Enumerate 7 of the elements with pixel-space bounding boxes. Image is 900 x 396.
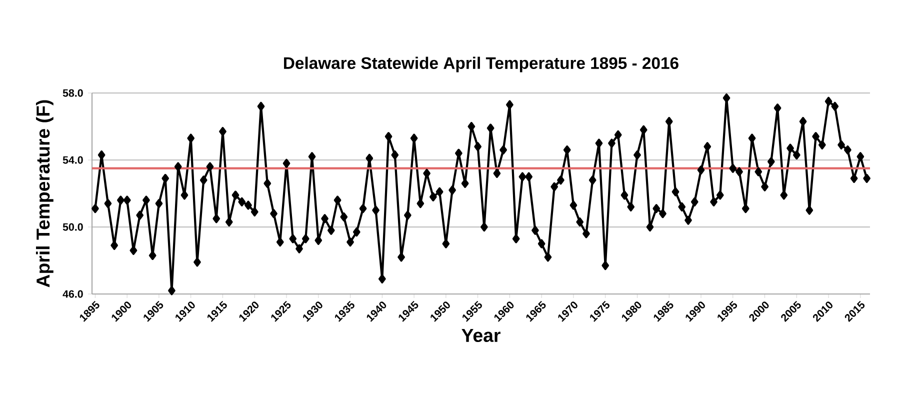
y-axis-title: April Temperature (F) (36, 100, 54, 288)
y-tick-label: 50.0 (62, 223, 83, 231)
y-tick-label: 54.0 (62, 156, 83, 164)
y-tick-label: 46.0 (62, 290, 83, 298)
chart-title: Delaware Statewide April Temperature 1895 - 2016 (284, 56, 678, 72)
x-axis-title: Year (462, 328, 500, 342)
y-tick-label: 58.0 (62, 89, 83, 97)
